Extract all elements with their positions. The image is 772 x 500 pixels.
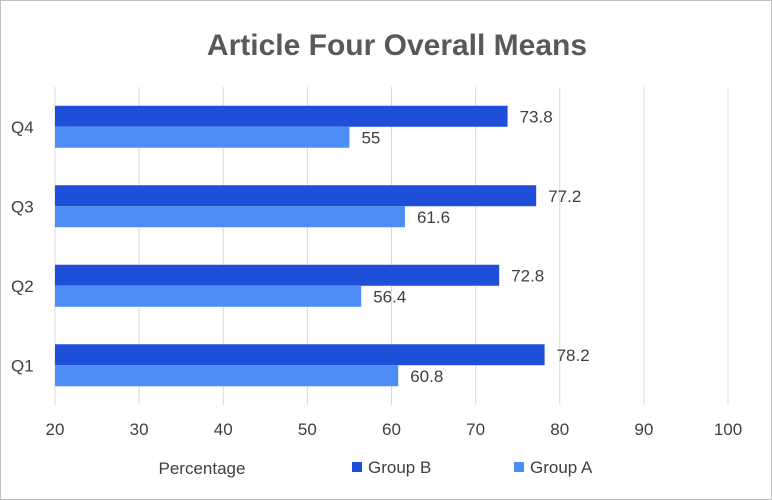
category-label-q1: Q1 <box>11 356 34 375</box>
chart-title: Article Four Overall Means <box>207 29 587 62</box>
category-label-q3: Q3 <box>11 197 34 216</box>
category-label-q4: Q4 <box>11 118 34 137</box>
bars <box>55 105 545 387</box>
x-tick-label: 90 <box>634 420 653 439</box>
data-label-group-b-q1: 78.2 <box>557 346 590 365</box>
bar-group-a-q4 <box>55 126 350 148</box>
bar-group-a-q1 <box>55 365 399 387</box>
legend-swatch-group-a <box>514 462 524 472</box>
x-tick-label: 20 <box>46 420 65 439</box>
bar-group-b-q3 <box>55 185 537 207</box>
bar-group-b-q2 <box>55 264 500 286</box>
legend: Group B Group A <box>352 458 593 477</box>
x-tick-label: 70 <box>466 420 485 439</box>
value-axis: 20 30 40 50 60 70 80 90 100 <box>46 420 743 439</box>
category-axis: Q1 Q2 Q3 Q4 <box>11 118 34 376</box>
legend-label-group-b: Group B <box>368 458 431 477</box>
category-label-q2: Q2 <box>11 277 34 296</box>
x-tick-label: 40 <box>214 420 233 439</box>
bar-group-a-q2 <box>55 285 362 307</box>
data-label-group-a-q1: 60.8 <box>410 367 443 386</box>
bar-group-b-q1 <box>55 344 545 366</box>
data-label-group-b-q2: 72.8 <box>511 266 544 285</box>
legend-label-group-a: Group A <box>530 458 593 477</box>
data-labels: 78.2 60.8 72.8 56.4 77.2 61.6 73.8 55 <box>361 107 589 386</box>
data-label-group-a-q3: 61.6 <box>417 208 450 227</box>
data-label-group-a-q2: 56.4 <box>373 287 406 306</box>
x-tick-label: 50 <box>298 420 317 439</box>
x-tick-label: 30 <box>130 420 149 439</box>
legend-swatch-group-b <box>352 462 362 472</box>
x-axis-title: Percentage <box>159 459 246 478</box>
x-tick-label: 60 <box>382 420 401 439</box>
data-label-group-b-q3: 77.2 <box>548 187 581 206</box>
x-tick-label: 100 <box>714 420 742 439</box>
x-tick-label: 80 <box>550 420 569 439</box>
data-label-group-a-q4: 55 <box>361 128 380 147</box>
bar-group-b-q4 <box>55 105 508 127</box>
bar-group-a-q3 <box>55 206 405 228</box>
data-label-group-b-q4: 73.8 <box>520 107 553 126</box>
